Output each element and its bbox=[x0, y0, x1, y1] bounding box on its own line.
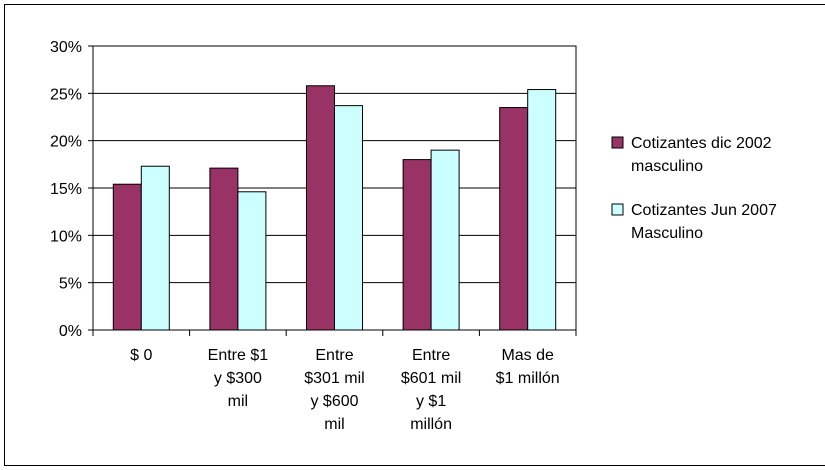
bar-series-2 bbox=[140, 165, 170, 331]
y-tick-label: 5% bbox=[59, 276, 82, 293]
bar-series-2 bbox=[334, 105, 363, 331]
legend-swatch bbox=[611, 136, 624, 149]
x-category-label: $ 0 bbox=[130, 347, 152, 364]
bar-series-1 bbox=[402, 159, 432, 331]
x-category-label: Mas de $1 millón bbox=[496, 347, 560, 387]
x-category-label: Entre $301 mil y $600 mil bbox=[304, 347, 364, 433]
y-tick-label: 0% bbox=[59, 323, 82, 340]
y-tick-label: 30% bbox=[50, 39, 82, 56]
bar-series-2 bbox=[527, 89, 557, 331]
bar-series-1 bbox=[306, 85, 335, 331]
x-category-label: Entre $1 y $300 mil bbox=[208, 347, 269, 410]
bar-series-2 bbox=[430, 149, 460, 331]
bar-series-2 bbox=[237, 191, 267, 331]
legend-label: Cotizantes dic 2002 masculino bbox=[631, 135, 772, 175]
y-tick-label: 15% bbox=[50, 181, 82, 198]
y-tick-label: 25% bbox=[50, 86, 82, 103]
bar-series-1 bbox=[499, 107, 529, 331]
y-tick-label: 20% bbox=[50, 134, 82, 151]
legend-label: Cotizantes Jun 2007 Masculino bbox=[631, 202, 777, 242]
y-tick-label: 10% bbox=[50, 228, 82, 245]
x-category-label: Entre $601 mil y $1 millón bbox=[401, 347, 461, 433]
bar-series-1 bbox=[209, 167, 239, 331]
bar-series-1 bbox=[112, 183, 142, 331]
legend-swatch bbox=[611, 203, 624, 216]
